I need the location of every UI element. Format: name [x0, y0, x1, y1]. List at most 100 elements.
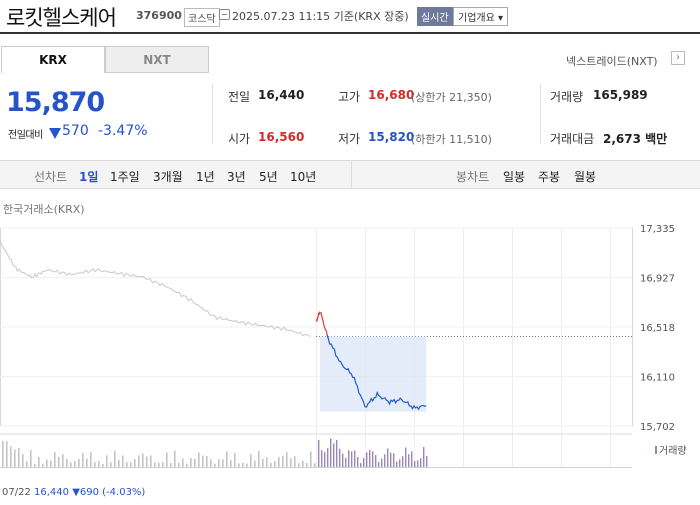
market-badge: 코스닥 [184, 8, 220, 27]
volume-bar-prev [274, 460, 276, 467]
volume-bar-today [324, 452, 326, 467]
volume-bar-prev [126, 462, 128, 467]
volume-bar-prev [210, 459, 212, 467]
volume-bar-today [393, 453, 395, 467]
period-10y[interactable]: 10년 [290, 170, 317, 184]
calendar-icon [219, 9, 230, 20]
realtime-badge[interactable]: 실시간 [417, 7, 453, 26]
volume-bar-prev [250, 454, 252, 467]
y-tick-label: 17,335 [640, 224, 675, 235]
volume-bar-today [336, 439, 338, 467]
y-tick-label: 16,518 [640, 323, 675, 334]
volume-value: 165,989 [593, 88, 648, 102]
volume-bar-prev [86, 458, 88, 467]
volume-bar-today [408, 454, 410, 467]
volume-bar-prev [158, 462, 160, 467]
volume-bar-today [414, 461, 416, 467]
volume-bar-prev [54, 452, 56, 467]
nextrade-link[interactable]: 넥스트레이드(NXT) [566, 55, 658, 68]
bottom-prev-info: 07/22 16,440 ▼690 (-4.03%) [2, 487, 145, 498]
period-1d[interactable]: 1일 [79, 170, 99, 184]
volume-bar-prev [82, 452, 84, 467]
volume-bar-prev [50, 460, 52, 467]
candle-weekly[interactable]: 주봉 [538, 170, 561, 184]
volume-bar-prev [182, 458, 184, 467]
candle-daily[interactable]: 일봉 [503, 170, 526, 184]
volume-bar-today [372, 451, 374, 467]
volume-bar-prev [58, 456, 60, 467]
divider [540, 84, 541, 144]
volume-bar-prev [110, 462, 112, 467]
volume-bar-today [417, 460, 419, 467]
volume-bar-prev [130, 462, 132, 467]
change-value: 570 [62, 123, 89, 139]
stock-code: 376900 [136, 9, 182, 22]
divider [212, 84, 213, 144]
volume-bar-prev [114, 450, 116, 467]
volume-bar-prev [74, 460, 76, 467]
open-label: 시가 [228, 132, 251, 146]
volume-bar-prev [214, 463, 216, 467]
period-1w[interactable]: 1주일 [110, 170, 140, 184]
volume-bar-prev [178, 462, 180, 467]
chevron-right-icon[interactable]: › [671, 51, 685, 65]
volume-bar-today [420, 458, 422, 467]
period-5y[interactable]: 5년 [259, 170, 278, 184]
volume-bar-prev [6, 441, 8, 467]
today-line-up [315, 311, 329, 339]
amount-label: 거래대금 [550, 132, 595, 146]
low-label: 저가 [338, 132, 361, 146]
price-chart[interactable]: 17,33516,92716,51816,11015,702거래량07/2310… [0, 212, 700, 487]
volume-bar-today [423, 446, 425, 467]
volume-bar-prev [134, 458, 136, 467]
change-rate: -3.47% [98, 123, 148, 139]
volume-bar-prev [26, 461, 28, 467]
volume-bar-prev [310, 451, 312, 467]
volume-bar-today [318, 439, 320, 467]
volume-bar-today [375, 455, 377, 467]
period-3y[interactable]: 3년 [227, 170, 246, 184]
volume-bar-today [384, 454, 386, 467]
stock-name: 로킷헬스케어 [6, 6, 117, 30]
bottom-prev-date: 07/22 [2, 487, 31, 498]
volume-bar-prev [170, 463, 172, 467]
period-1y[interactable]: 1년 [196, 170, 215, 184]
volume-bar-today [387, 448, 389, 467]
volume-bar-today [333, 443, 335, 467]
volume-label: 거래량 [550, 90, 584, 104]
tab-nxt[interactable]: NXT [105, 46, 209, 73]
current-price: 15,870 [6, 87, 105, 118]
volume-bar-prev [306, 462, 308, 467]
period-3m[interactable]: 3개월 [153, 170, 183, 184]
volume-bar-prev [22, 453, 24, 467]
volume-bar-today [342, 453, 344, 467]
volume-bar-prev [282, 456, 284, 467]
upper-limit: (상한가 21,350) [411, 91, 492, 104]
volume-bar-prev [94, 462, 96, 467]
volume-bar-today [348, 450, 350, 467]
volume-bar-today [345, 457, 347, 467]
volume-bar-today [366, 452, 368, 467]
volume-bar-prev [2, 440, 4, 467]
candle-chart-label: 봉차트 [456, 170, 490, 184]
volume-bar-prev [78, 458, 80, 467]
volume-bar-prev [70, 462, 72, 467]
volume-bar-prev [298, 463, 300, 467]
bottom-prev-change: ▼690 (-4.03%) [72, 487, 146, 498]
volume-bar-prev [290, 458, 292, 467]
change-label: 전일대비 [8, 130, 43, 141]
volume-bar-prev [278, 457, 280, 467]
volume-bar-prev [90, 452, 92, 467]
tab-krx[interactable]: KRX [1, 46, 105, 73]
company-overview-button[interactable]: 기업개요 ▾ [453, 7, 508, 26]
volume-bar-prev [230, 460, 232, 467]
volume-bar-prev [30, 450, 32, 467]
volume-bar-prev [266, 457, 268, 467]
volume-bar-prev [154, 462, 156, 467]
candle-monthly[interactable]: 월봉 [574, 170, 597, 184]
volume-bar-today [396, 461, 398, 467]
volume-bar-prev [262, 458, 264, 467]
open-value: 16,560 [258, 130, 305, 144]
today-line-down [326, 334, 427, 411]
volume-bar-prev [190, 458, 192, 467]
